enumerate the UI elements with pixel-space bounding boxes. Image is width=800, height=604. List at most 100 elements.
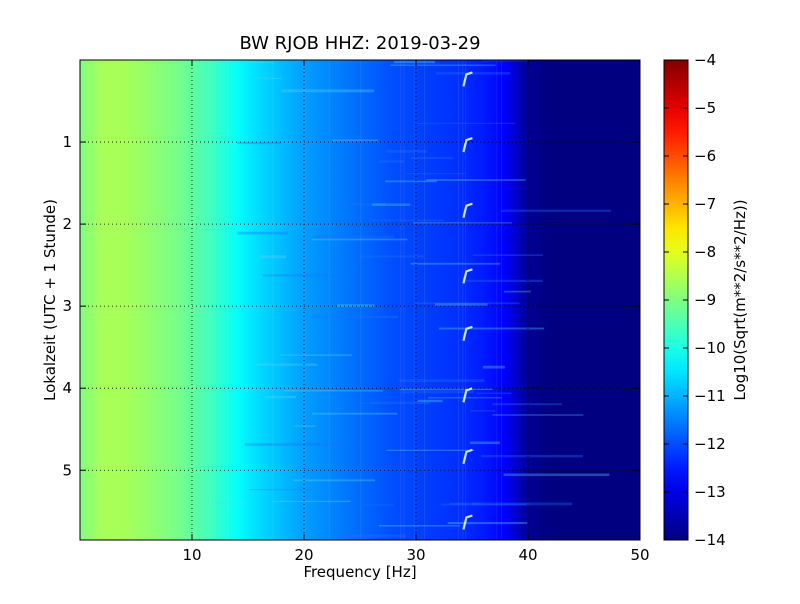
- texture-streak: [311, 412, 398, 415]
- texture-streak: [472, 254, 543, 257]
- x-axis-ticks: 10 20 30 40 50: [182, 60, 650, 564]
- colorbar-tick-label: −12: [694, 435, 726, 453]
- texture-streak: [259, 255, 287, 259]
- colorbar-tick-label: −13: [694, 483, 726, 501]
- texture-streak: [436, 72, 511, 75]
- texture-streak: [293, 479, 375, 482]
- colorbar-tick-label: −5: [694, 99, 716, 117]
- texture-streak: [426, 179, 526, 181]
- texture-vline: [462, 60, 464, 540]
- texture-vline: [500, 60, 502, 540]
- texture-streak: [294, 425, 316, 427]
- colorbar-tick-label: −4: [694, 51, 716, 69]
- colorbar-tick-label: −6: [694, 147, 716, 165]
- texture-streak: [401, 390, 474, 394]
- texture-streak: [415, 302, 520, 305]
- texture-vline: [360, 60, 362, 540]
- texture-streak: [370, 401, 431, 405]
- texture-streak: [480, 454, 583, 458]
- texture-streak: [272, 500, 351, 503]
- colorbar-tick-label: −7: [694, 195, 716, 213]
- texture-vline: [496, 60, 498, 540]
- texture-vline: [465, 60, 467, 540]
- texture-streak: [359, 402, 383, 404]
- texture-vline: [400, 60, 402, 540]
- texture-streak: [390, 64, 496, 66]
- texture-streak: [470, 410, 496, 412]
- texture-streak: [332, 139, 379, 142]
- hourly-feature-mark: [462, 71, 473, 87]
- texture-streak: [492, 403, 562, 406]
- texture-vline: [413, 60, 415, 540]
- y-axis-ticks: 1 2 3 4 5: [62, 133, 640, 479]
- texture-streak: [482, 60, 529, 62]
- texture-streak: [503, 290, 531, 293]
- chart-title: BW RJOB HHZ: 2019-03-29: [239, 33, 480, 54]
- y-tick-label: 1: [62, 133, 72, 151]
- texture-streak: [256, 363, 318, 366]
- colorbar-tick-label: −9: [694, 291, 716, 309]
- colorbar: −4 −5 −6 −7 −8 −9 −10 −11 −12 −13 −14 Log10(Sqrt(m…: [663, 51, 749, 549]
- texture-streak: [362, 504, 394, 506]
- plot-frame: [79, 59, 641, 541]
- hourly-feature-mark: [462, 137, 473, 153]
- texture-vline: [272, 60, 274, 540]
- texture-vline: [328, 60, 330, 540]
- texture-vline: [403, 60, 405, 540]
- texture-streak: [379, 524, 461, 527]
- colorbar-label: Log10(Sqrt(m**2/s**2/Hz)): [731, 199, 749, 400]
- x-tick-label: 20: [294, 546, 313, 564]
- texture-streak: [279, 354, 353, 356]
- texture-streak: [237, 141, 282, 145]
- colorbar-tick-label: −14: [694, 531, 726, 549]
- texture-streak: [399, 388, 494, 391]
- texture-streak: [394, 60, 435, 64]
- texture-streak: [386, 449, 475, 451]
- texture-streak: [310, 315, 398, 319]
- texture-streak: [283, 390, 384, 392]
- texture-streak: [465, 279, 543, 283]
- texture-vline: [424, 60, 426, 540]
- texture-streak: [410, 157, 453, 159]
- texture-streak: [503, 473, 610, 476]
- hourly-feature-mark: [462, 387, 473, 403]
- colorbar-tick-label: −10: [694, 339, 726, 357]
- x-tick-label: 50: [630, 546, 649, 564]
- y-tick-label: 3: [62, 297, 72, 315]
- texture-streak: [337, 304, 375, 308]
- texture-streak: [378, 160, 404, 163]
- texture-streak: [471, 502, 573, 506]
- y-axis-label: Lokalzeit (UTC + 1 Stunde): [41, 199, 59, 401]
- texture-streak: [406, 173, 466, 175]
- texture-streak: [244, 443, 348, 446]
- x-tick-label: 30: [406, 546, 425, 564]
- texture-streak: [265, 395, 296, 399]
- texture-streak: [417, 399, 443, 403]
- texture-streak: [385, 150, 427, 153]
- texture-streak: [492, 414, 584, 416]
- colorbar-ticks: −4 −5 −6 −7 −8 −9 −10 −11 −12 −13 −14: [664, 51, 726, 549]
- texture-streak: [413, 222, 513, 224]
- texture-streak: [475, 392, 512, 394]
- texture-streak: [341, 534, 406, 538]
- texture-streak: [434, 303, 488, 306]
- hourly-feature-mark: [462, 514, 473, 530]
- texture-streak: [281, 89, 375, 93]
- hourly-feature-mark: [462, 325, 473, 342]
- texture-streak: [248, 489, 313, 491]
- texture-streak: [372, 203, 411, 206]
- texture-streak: [314, 235, 395, 239]
- texture-streak: [385, 180, 437, 183]
- texture-streak: [482, 365, 505, 369]
- y-tick-label: 4: [62, 379, 72, 397]
- texture-streak: [262, 274, 343, 277]
- texture-streak: [414, 122, 516, 124]
- texture-streak: [439, 327, 545, 330]
- colorbar-tick-label: −11: [694, 387, 726, 405]
- x-tick-label: 10: [182, 546, 201, 564]
- colorbar-tick-label: −8: [694, 243, 716, 261]
- hourly-feature-mark: [462, 268, 473, 284]
- plot-area: [80, 60, 640, 540]
- texture-streak: [253, 77, 282, 79]
- x-axis-label: Frequency [Hz]: [303, 563, 416, 581]
